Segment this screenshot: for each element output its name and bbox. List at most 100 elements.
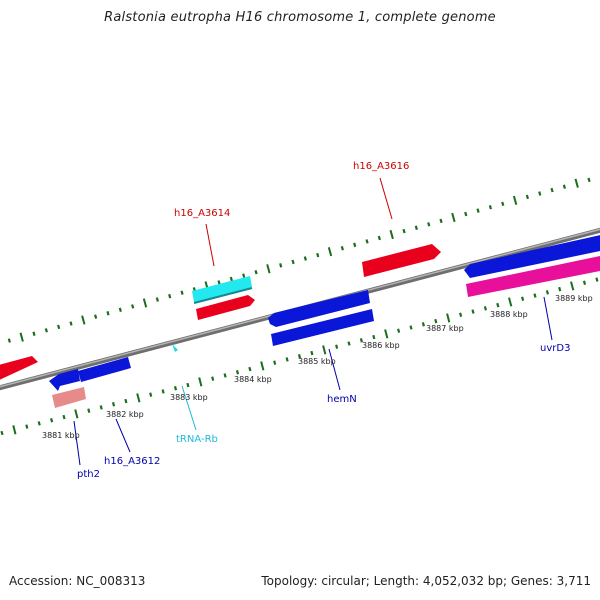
gene-label-pth2[interactable]: pth2 — [77, 469, 100, 480]
lower-tick-mark — [347, 341, 351, 346]
upper-tick-mark — [365, 239, 369, 244]
cds-uvrD3-upper[interactable] — [464, 234, 600, 278]
cds-h16-A3614[interactable] — [196, 295, 255, 320]
cds-hemN-upper[interactable] — [268, 290, 370, 327]
lower-tick-mark — [211, 376, 215, 381]
gene-label-h16-A3616[interactable]: h16_A3616 — [353, 161, 409, 172]
lower-tick-mark — [235, 370, 240, 375]
cds-h16-A3612[interactable] — [78, 357, 131, 382]
upper-tick-mark — [168, 293, 172, 299]
lower-tick-mark — [74, 409, 79, 419]
upper-tick-mark — [464, 211, 468, 217]
upper-tick-mark — [340, 246, 344, 251]
lower-tick-mark — [99, 405, 103, 410]
upper-tick-mark — [229, 276, 233, 282]
cds-h16-A3616[interactable] — [362, 244, 441, 277]
lower-tick-mark — [62, 414, 66, 420]
lower-tick-mark — [273, 360, 277, 365]
accession-text: Accession: NC_008313 — [9, 574, 146, 588]
kbp-label-3884: 3884 kbp — [234, 375, 272, 384]
upper-tick-mark — [574, 178, 579, 188]
lower-tick-mark — [409, 325, 413, 330]
lower-tick-mark — [87, 408, 91, 413]
lower-tick-mark — [285, 357, 289, 362]
lower-tick-mark — [595, 277, 599, 282]
callout-tRNA-Rb — [181, 385, 197, 431]
lower-tick-mark — [0, 430, 4, 436]
lower-tick-mark — [558, 286, 562, 292]
cds-pth2-region[interactable] — [49, 369, 80, 391]
upper-tick-mark — [217, 280, 221, 285]
upper-tick-mark — [106, 311, 110, 316]
upper-tick-track — [7, 174, 600, 343]
upper-tick-mark — [488, 205, 492, 210]
kbp-label-3882: 3882 kbp — [106, 410, 144, 419]
callout-uvrD3 — [543, 296, 553, 341]
upper-tick-mark — [562, 184, 566, 189]
lower-tick-mark — [12, 425, 17, 435]
lower-tick-mark — [459, 312, 463, 317]
lower-tick-mark — [582, 280, 587, 285]
lower-tick-mark — [421, 322, 425, 327]
upper-tick-mark — [180, 290, 184, 295]
upper-tick-mark — [451, 212, 456, 223]
kbp-label-3885: 3885 kbp — [298, 357, 336, 366]
upper-tick-mark — [69, 321, 73, 326]
lower-tick-mark — [310, 350, 314, 356]
gene-label-h16-A3612[interactable]: h16_A3612 — [104, 456, 160, 467]
lower-tick-mark — [545, 290, 549, 295]
cds-hemN[interactable] — [271, 309, 374, 346]
lower-tick-mark — [25, 424, 29, 429]
gene-label-h16-A3614[interactable]: h16_A3614 — [174, 208, 230, 219]
kbp-label-3886: 3886 kbp — [362, 341, 400, 350]
gene-label-tRNA-Rb[interactable]: tRNA-Rb — [176, 434, 218, 445]
lower-tick-mark — [161, 389, 165, 394]
lower-tick-mark — [397, 328, 401, 333]
lower-tick-mark — [335, 344, 339, 349]
callout-h16-A3614 — [205, 223, 215, 267]
gene-label-hemN[interactable]: hemN — [327, 394, 357, 405]
upper-tick-mark — [353, 242, 357, 248]
lower-tick-mark — [434, 318, 438, 324]
kbp-label-3889: 3889 kbp — [555, 294, 593, 303]
lower-tick-mark — [124, 398, 128, 404]
trna-feature-cyan[interactable] — [192, 276, 252, 302]
callout-pth2 — [73, 420, 81, 466]
upper-tick-mark — [254, 269, 258, 275]
gene-label-uvrD3[interactable]: uvrD3 — [540, 343, 570, 354]
lower-tick-mark — [521, 296, 525, 301]
upper-tick-mark — [279, 263, 283, 268]
lower-tick-mark — [198, 377, 203, 387]
trna-rb-arrow[interactable] — [172, 344, 178, 352]
cds-forward-left-edge[interactable] — [0, 356, 38, 382]
lower-tick-mark — [570, 281, 575, 291]
map-title: Ralstonia eutropha H16 chromosome 1, com… — [104, 10, 496, 25]
callout-h16-A3616 — [379, 177, 393, 220]
lower-tick-mark — [50, 418, 54, 423]
upper-tick-mark — [57, 324, 61, 330]
lower-tick-mark — [297, 354, 302, 359]
lower-tick-mark — [508, 297, 513, 307]
lower-tick-mark — [37, 421, 41, 426]
callout-h16-A3612 — [115, 418, 131, 453]
upper-tick-mark — [476, 208, 480, 213]
feature-pink[interactable] — [466, 255, 600, 297]
upper-tick-mark — [550, 187, 554, 193]
upper-tick-mark — [142, 298, 148, 308]
upper-tick-mark — [538, 191, 542, 196]
trna-feature-cyan-shadow — [193, 287, 253, 304]
lower-tick-mark — [173, 386, 178, 391]
lower-tick-mark — [359, 338, 363, 343]
upper-tick-mark — [291, 259, 295, 265]
upper-tick-mark — [242, 273, 246, 278]
upper-tick-mark — [266, 264, 271, 274]
lower-tick-mark — [112, 402, 116, 407]
upper-tick-mark — [81, 315, 86, 325]
upper-tick-mark — [525, 194, 529, 200]
pseudo-feature[interactable] — [52, 387, 86, 408]
upper-tick-mark — [439, 218, 443, 224]
upper-tick-mark — [587, 177, 591, 183]
lower-tick-mark — [149, 392, 153, 397]
upper-tick-mark — [32, 331, 36, 336]
